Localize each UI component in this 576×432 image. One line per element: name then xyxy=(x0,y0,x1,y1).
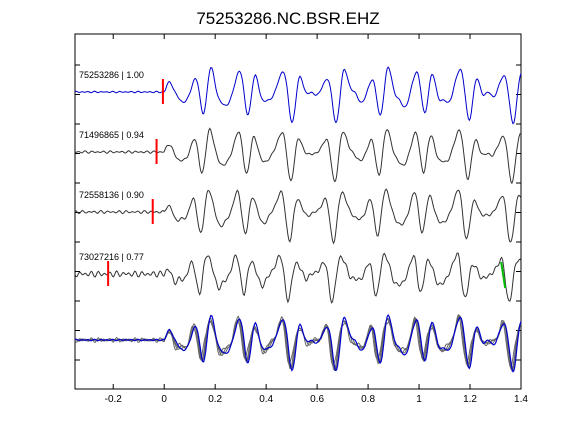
trace-label: 72558136 | 0.90 xyxy=(79,190,144,200)
trace-line xyxy=(74,188,522,245)
x-tick-label: 1.4 xyxy=(514,394,528,405)
trace-line xyxy=(74,127,522,185)
x-tick-label: 1.2 xyxy=(463,394,477,405)
trace-line xyxy=(74,66,522,125)
x-tick-label: 0.8 xyxy=(361,394,375,405)
plot-area: -0.2 0 0.2 0.4 0.6 0.8 1 1.2 1.4 75253286 | 1.00… xyxy=(74,33,528,405)
waveform-traces: 75253286 | 1.00 71496865 | 0.94 72558136 |… xyxy=(74,66,522,373)
x-tick-label: 0.6 xyxy=(310,394,324,405)
chart-title: 75253286.NC.BSR.EHZ xyxy=(196,9,379,28)
x-tick-label: 0.2 xyxy=(208,394,222,405)
x-tick-label: 0 xyxy=(161,394,167,405)
stack-master-line xyxy=(74,314,522,373)
x-tick-label: 0.4 xyxy=(259,394,273,405)
trace-label: 71496865 | 0.94 xyxy=(79,130,144,140)
x-tick-label: -0.2 xyxy=(105,394,123,405)
x-axis: -0.2 0 0.2 0.4 0.6 0.8 1 1.2 1.4 xyxy=(105,34,528,405)
trace-label: 75253286 | 1.00 xyxy=(79,70,144,80)
trace-line xyxy=(74,252,522,304)
trace-label: 73027216 | 0.77 xyxy=(79,252,144,262)
s-pick-marker xyxy=(500,261,507,289)
x-tick-label: 1 xyxy=(416,394,422,405)
axes-frame xyxy=(74,33,522,390)
